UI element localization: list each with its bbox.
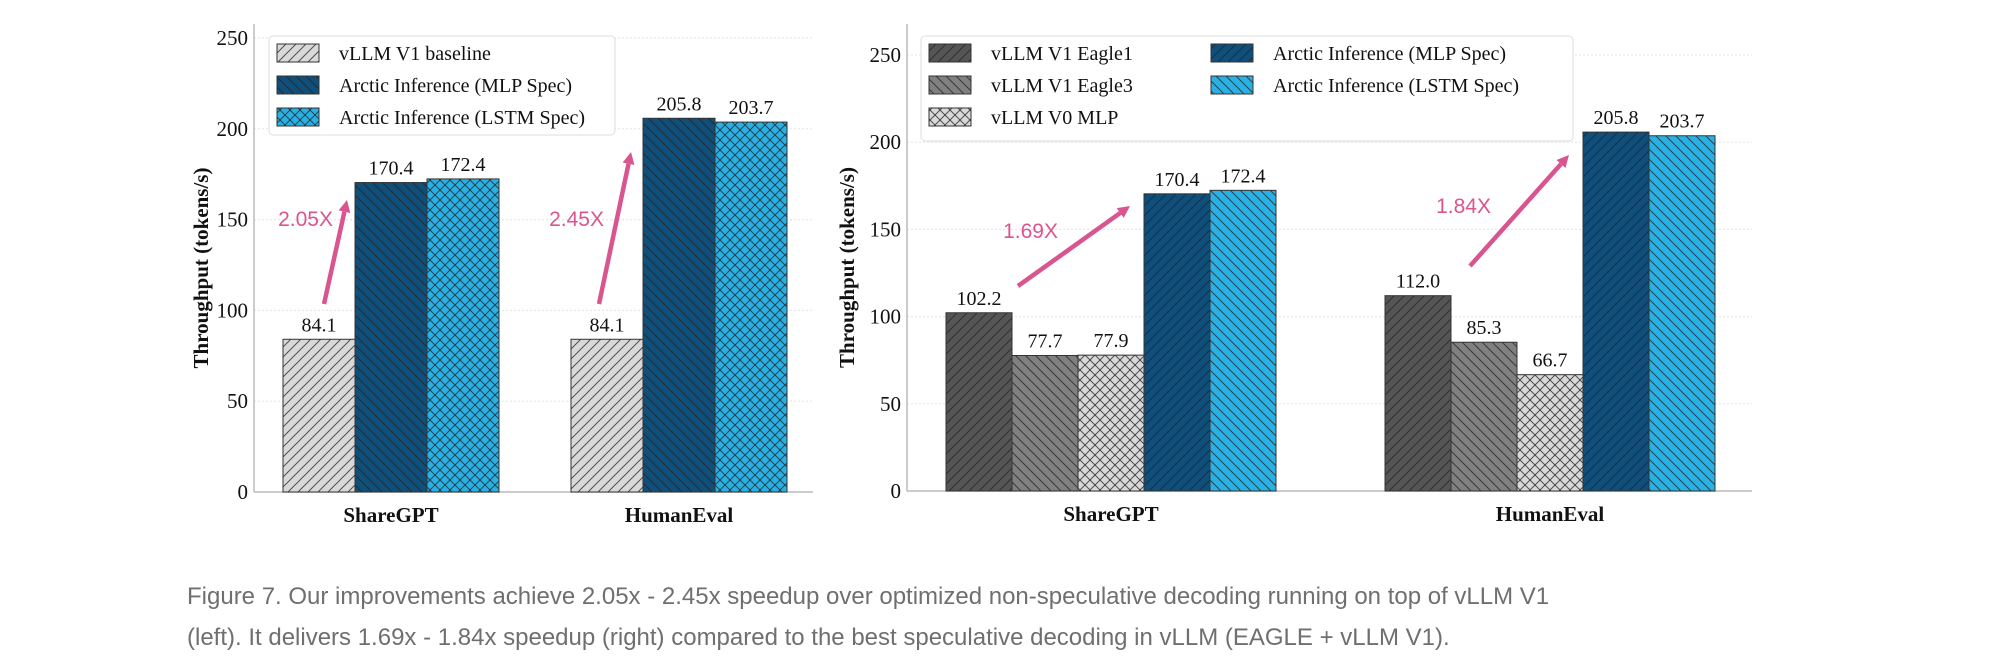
bar [642,117,716,493]
arrow-head [1556,155,1569,168]
legend-label: vLLM V1 Eagle1 [991,43,1133,65]
legend-swatch [276,75,320,95]
legend-swatch [276,107,320,127]
legend-label: vLLM V1 baseline [339,43,491,65]
legend-swatch [928,107,972,127]
speedup-arrow [1016,211,1122,288]
speedup-arrow [596,163,631,305]
legend-swatch [1210,75,1254,95]
speedup-arrow [1468,162,1563,268]
legend-label: vLLM V0 MLP [991,107,1118,129]
y-tick-label: 250 [870,43,902,67]
y-tick-label: 250 [217,26,249,50]
y-tick-label: 200 [870,130,902,154]
arrow-head [1116,206,1130,218]
speedup-arrow [321,211,347,305]
speedup-annotation: 2.45X [549,208,604,231]
legend-label: Arctic Inference (LSTM Spec) [1273,75,1519,97]
arrow-head [338,200,351,214]
y-tick-label: 0 [891,479,902,503]
legend-label: Arctic Inference (LSTM Spec) [339,107,585,129]
y-tick-label: 150 [217,208,249,232]
bar-value-label: 84.1 [302,314,337,336]
bar-value-label: 205.8 [1594,107,1639,129]
x-tick-label: ShareGPT [343,503,438,527]
y-tick-label: 50 [880,392,901,416]
x-tick-label: ShareGPT [1063,502,1158,526]
bar [1516,374,1584,492]
chart-right: 0 50 100 150 200 250 Throughput (tokens/s) 102.… [835,24,1752,526]
bar [1582,131,1650,492]
bar [570,338,644,493]
y-tick-label: 100 [217,298,249,322]
speedup-annotation: 1.84X [1436,195,1491,218]
bar-value-label: 77.9 [1094,330,1129,352]
bar [714,121,788,493]
caption-line-2: (left). It delivers 1.69x - 1.84x speedu… [187,624,1450,651]
bar [1209,189,1277,492]
bar-value-label: 85.3 [1467,317,1502,339]
bar [426,178,500,493]
bar-value-label: 77.7 [1028,330,1063,352]
legend-label: Arctic Inference (MLP Spec) [1273,43,1506,65]
bar [282,338,356,493]
y-tick-label: 100 [870,305,902,329]
chart-left: 0 50 100 150 200 250 Throughput (tokens/s) 84.1… [189,24,813,527]
legend-frame [268,35,616,136]
legend-swatch [1210,43,1254,63]
legend-swatch [276,43,320,63]
bar [1450,341,1518,492]
bar-value-label: 203.7 [729,97,774,119]
bar-value-label: 203.7 [1660,111,1705,133]
y-tick-label: 200 [217,117,249,141]
x-tick-label: HumanEval [1496,502,1605,526]
y-axis-label: Throughput (tokens/s) [835,167,859,368]
y-tick-label: 0 [238,480,249,504]
arrow-head [622,152,635,165]
bar [1143,193,1211,492]
y-tick-label: 50 [227,389,248,413]
x-tick-label: HumanEval [625,503,734,527]
y-tick-label: 150 [870,217,902,241]
legend: vLLM V1 baseline Arctic Inference (MLP Sp… [268,35,616,136]
bar-value-label: 205.8 [657,93,702,115]
y-axis-label: Throughput (tokens/s) [189,168,213,369]
bar-value-label: 170.4 [1155,169,1200,191]
bar-value-label: 170.4 [369,158,414,180]
bar-value-label: 66.7 [1533,350,1568,372]
bar [1011,354,1079,492]
bar-value-label: 172.4 [441,154,486,176]
bar [1384,295,1452,492]
bar-value-label: 84.1 [590,314,625,336]
bar-value-label: 172.4 [1221,165,1266,187]
figure-caption: Figure 7. Our improvements achieve 2.05x… [187,576,1887,658]
speedup-annotation: 2.05X [278,208,333,231]
speedup-annotation: 1.69X [1003,220,1058,243]
bar-value-label: 102.2 [957,288,1002,310]
bar [1648,135,1716,492]
bar [945,312,1013,492]
caption-line-1: Figure 7. Our improvements achieve 2.05x… [187,583,1550,610]
legend-swatch [928,43,972,63]
legend-label: Arctic Inference (MLP Spec) [339,75,572,97]
legend-label: vLLM V1 Eagle3 [991,75,1133,97]
bar [1077,354,1145,492]
legend: vLLM V1 Eagle1 vLLM V1 Eagle3 vLLM V0 MLP A… [920,35,1574,142]
legend-swatch [928,75,972,95]
bar-value-label: 112.0 [1396,271,1440,293]
bar [354,182,428,493]
